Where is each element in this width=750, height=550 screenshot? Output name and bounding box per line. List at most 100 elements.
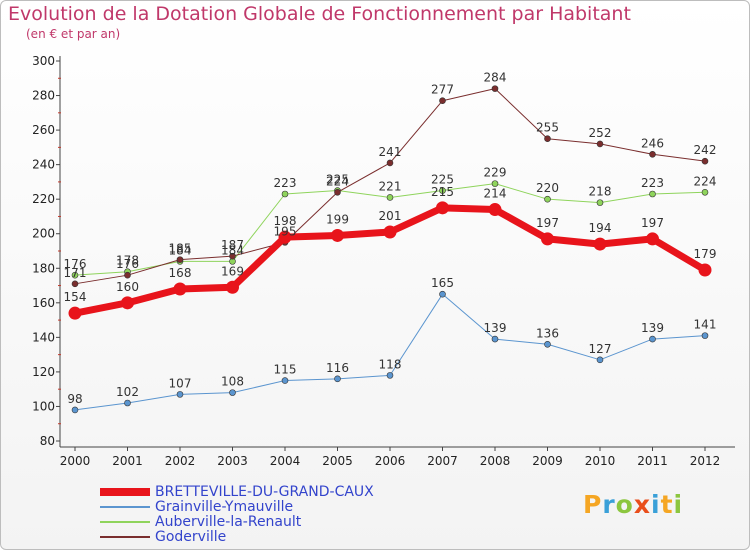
y-tick-label: 160 (32, 296, 55, 310)
data-point (649, 150, 656, 158)
data-label: 218 (589, 185, 612, 199)
data-point (491, 180, 499, 187)
data-point (386, 372, 394, 379)
data-point (176, 391, 184, 398)
data-point (593, 237, 607, 251)
data-label: 225 (431, 173, 454, 187)
data-point (544, 340, 551, 348)
legend-swatch (100, 536, 150, 538)
data-label: 284 (484, 71, 507, 85)
data-point (701, 188, 709, 196)
y-tick-label: 280 (32, 89, 55, 103)
x-tick-label: 2001 (112, 454, 143, 468)
data-label: 127 (589, 342, 612, 356)
x-tick-label: 2009 (532, 454, 563, 468)
data-point (491, 335, 499, 343)
data-label: 185 (169, 242, 192, 256)
data-label: 199 (326, 212, 349, 226)
data-point (278, 230, 292, 244)
data-label: 168 (169, 266, 192, 280)
y-tick-label: 200 (32, 227, 55, 241)
data-point (436, 201, 449, 215)
x-tick-label: 2008 (480, 454, 511, 468)
data-label: 107 (169, 376, 192, 390)
data-point (229, 252, 236, 260)
x-tick-label: 2012 (690, 454, 721, 468)
data-label: 225 (326, 173, 349, 187)
data-label: 229 (484, 166, 507, 180)
data-point (541, 232, 554, 246)
legend-label: Grainville-Ymauville (155, 499, 294, 515)
data-point (226, 280, 239, 294)
legend-swatch (100, 521, 150, 523)
x-tick-label: 2000 (60, 454, 91, 468)
proxiti-logo: Proxiti (583, 490, 684, 519)
legend-swatch (100, 506, 150, 508)
y-tick-label: 240 (32, 158, 55, 172)
legend-label: BRETTEVILLE-DU-GRAND-CAUX (155, 484, 374, 500)
data-point (701, 157, 709, 165)
data-label: 139 (484, 321, 507, 335)
data-point (176, 256, 184, 263)
data-point (124, 271, 131, 279)
y-tick-label: 300 (32, 54, 55, 68)
legend-label: Goderville (155, 529, 227, 545)
legend-swatch (100, 488, 150, 496)
data-label: 184 (221, 243, 244, 257)
data-label: 201 (379, 209, 402, 223)
data-label: 98 (67, 392, 82, 406)
data-label: 169 (221, 264, 244, 278)
data-point (488, 203, 502, 217)
x-tick-label: 2004 (270, 454, 301, 468)
data-label: 214 (484, 187, 507, 201)
data-label: 136 (536, 326, 559, 340)
data-label: 139 (641, 321, 664, 335)
chart-subtitle: (en € et par an) (26, 27, 121, 41)
x-tick-label: 2002 (165, 454, 196, 468)
data-label: 165 (431, 276, 454, 290)
data-point (281, 190, 289, 198)
data-point (698, 263, 712, 277)
data-point (649, 190, 656, 198)
data-point (439, 187, 446, 194)
data-label: 224 (694, 174, 717, 188)
data-label: 179 (694, 247, 717, 261)
x-tick-label: 2005 (322, 454, 353, 468)
data-point (331, 228, 344, 242)
data-label: 176 (64, 257, 87, 271)
y-tick-label: 220 (32, 192, 55, 206)
data-label: 220 (536, 181, 559, 195)
data-point (383, 225, 397, 239)
x-tick-label: 2006 (375, 454, 406, 468)
data-point (596, 199, 604, 206)
data-label: 241 (379, 145, 402, 159)
data-point (334, 375, 341, 383)
data-point (229, 389, 236, 396)
chart-title: Evolution de la Dotation Globale de Fonc… (8, 3, 631, 25)
data-point (439, 290, 446, 298)
x-tick-label: 2003 (217, 454, 248, 468)
data-label: 184 (169, 243, 192, 257)
legend-label: Auberville-la-Renault (155, 514, 302, 530)
data-label: 160 (116, 280, 139, 294)
data-label: 115 (274, 363, 297, 377)
x-tick-label: 2011 (637, 454, 668, 468)
data-point (71, 280, 79, 288)
data-label: 171 (64, 266, 87, 280)
data-label: 197 (536, 216, 559, 230)
data-label: 215 (431, 185, 454, 199)
y-tick-label: 180 (32, 261, 55, 275)
data-label: 102 (116, 385, 139, 399)
data-point (386, 194, 394, 201)
data-point (68, 306, 82, 320)
data-label: 178 (116, 254, 139, 268)
data-label: 187 (221, 238, 244, 252)
data-label: 221 (379, 179, 402, 193)
data-label: 252 (589, 126, 612, 140)
data-label: 223 (274, 176, 297, 190)
data-point (491, 85, 499, 92)
data-point (439, 97, 446, 105)
data-label: 108 (221, 375, 244, 389)
data-label: 141 (694, 318, 717, 332)
